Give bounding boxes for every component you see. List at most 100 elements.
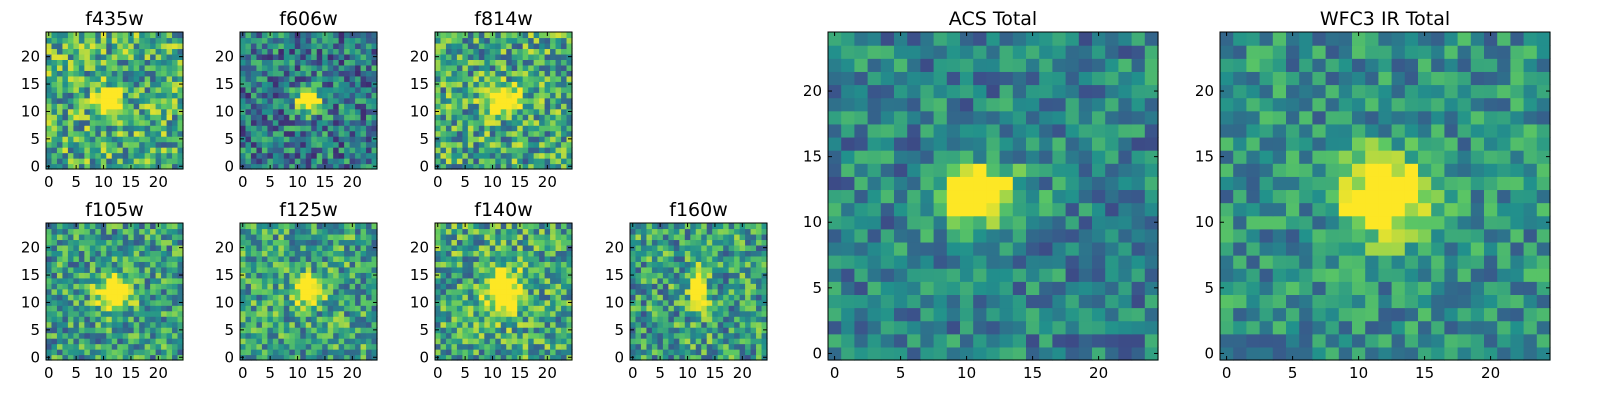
heatmap-cell	[338, 103, 345, 110]
heatmap-cell	[761, 332, 768, 339]
heatmap-cell	[960, 294, 974, 309]
heatmap-cell	[973, 346, 987, 361]
heatmap-cell	[467, 70, 474, 77]
heatmap-cell	[56, 141, 64, 148]
heatmap-cell	[322, 64, 329, 71]
heatmap-cell	[95, 349, 102, 356]
heatmap-cell	[128, 299, 135, 306]
heatmap-cell	[316, 75, 323, 82]
heatmap-cell	[338, 158, 345, 165]
heatmap-cell	[495, 130, 502, 137]
heatmap-cell	[522, 75, 529, 82]
heatmap-cell	[451, 37, 458, 44]
heatmap-cell	[999, 307, 1014, 322]
heatmap-cell	[960, 202, 974, 217]
heatmap-cell	[500, 228, 507, 235]
heatmap-cell	[933, 255, 948, 269]
heatmap-cell	[122, 163, 129, 170]
heatmap-cell	[467, 310, 474, 317]
heatmap-cell	[144, 316, 151, 323]
heatmap-cell	[89, 239, 96, 246]
heatmap-cell	[668, 299, 675, 306]
heatmap-cell	[278, 136, 285, 143]
heatmap-cell	[261, 37, 268, 44]
heatmap-cell	[51, 147, 58, 154]
heatmap-cell	[544, 310, 551, 317]
heatmap-cell	[544, 70, 551, 77]
heatmap-cell	[706, 244, 713, 251]
heatmap-cell	[473, 64, 480, 71]
heatmap-cell	[506, 266, 513, 273]
heatmap-cell	[739, 343, 746, 350]
y-tick-label: 10	[605, 293, 624, 311]
heatmap-cell	[544, 255, 551, 262]
heatmap-cell	[144, 305, 151, 312]
heatmap-cell	[67, 321, 74, 328]
heatmap-cell	[261, 239, 268, 246]
heatmap-cell	[451, 332, 458, 339]
heatmap-cell	[111, 42, 118, 50]
heatmap-cell	[662, 244, 669, 251]
heatmap-cell	[528, 37, 535, 44]
heatmap-cell	[256, 239, 263, 246]
heatmap-cell	[920, 281, 935, 295]
heatmap-cell	[462, 81, 469, 88]
heatmap-cell	[355, 244, 362, 251]
heatmap-cell	[78, 37, 85, 44]
heatmap-cell	[739, 283, 746, 290]
heatmap-cell	[640, 305, 648, 312]
heatmap-cell	[695, 338, 702, 345]
heatmap-cell	[478, 261, 485, 268]
heatmap-cell	[67, 316, 74, 323]
heatmap-cell	[333, 37, 340, 44]
heatmap-cell	[867, 202, 882, 217]
heatmap-cell	[139, 332, 146, 339]
heatmap-cell	[462, 48, 469, 55]
heatmap-cell	[327, 32, 334, 39]
heatmap-cell	[495, 81, 502, 88]
heatmap-cell	[128, 321, 135, 328]
plot-frame	[239, 222, 378, 361]
heatmap-cell	[640, 244, 648, 251]
heatmap-cell	[78, 343, 85, 350]
heatmap-cell	[261, 299, 268, 306]
heatmap-cell	[78, 108, 85, 115]
heatmap-cell	[283, 272, 290, 279]
heatmap-cell	[695, 349, 702, 356]
heatmap-cell	[1078, 320, 1093, 335]
heatmap-cell	[745, 349, 752, 356]
heatmap-cell	[349, 147, 356, 154]
heatmap-cell	[46, 97, 53, 104]
heatmap-cell	[250, 163, 258, 170]
heatmap-cell	[106, 70, 113, 77]
heatmap-cell	[561, 239, 568, 246]
heatmap-cell	[117, 86, 124, 93]
heatmap-cell	[489, 294, 496, 301]
heatmap-cell	[1131, 228, 1146, 243]
heatmap-cell	[283, 228, 290, 235]
heatmap-cell	[706, 250, 713, 257]
heatmap-cell	[289, 244, 296, 251]
heatmap-cell	[133, 305, 140, 312]
heatmap-cell	[177, 92, 184, 99]
heatmap-cell	[300, 255, 307, 262]
heatmap-cell	[144, 299, 151, 306]
heatmap-cell	[166, 136, 173, 143]
heatmap-cell	[473, 299, 480, 306]
heatmap-cell	[327, 316, 334, 323]
heatmap-cell	[128, 75, 135, 82]
heatmap-cell	[267, 233, 274, 241]
heatmap-cell	[278, 97, 285, 104]
heatmap-cell	[489, 283, 496, 290]
heatmap-cell	[456, 261, 463, 268]
heatmap-cell	[728, 283, 735, 290]
heatmap-cell	[349, 136, 356, 143]
heatmap-cell	[172, 64, 179, 71]
heatmap-cell	[561, 283, 568, 290]
heatmap-cell	[484, 114, 491, 121]
heatmap-cell	[294, 261, 301, 268]
heatmap-cell	[67, 233, 74, 241]
heatmap-cell	[841, 294, 855, 309]
heatmap-cell	[166, 349, 173, 356]
